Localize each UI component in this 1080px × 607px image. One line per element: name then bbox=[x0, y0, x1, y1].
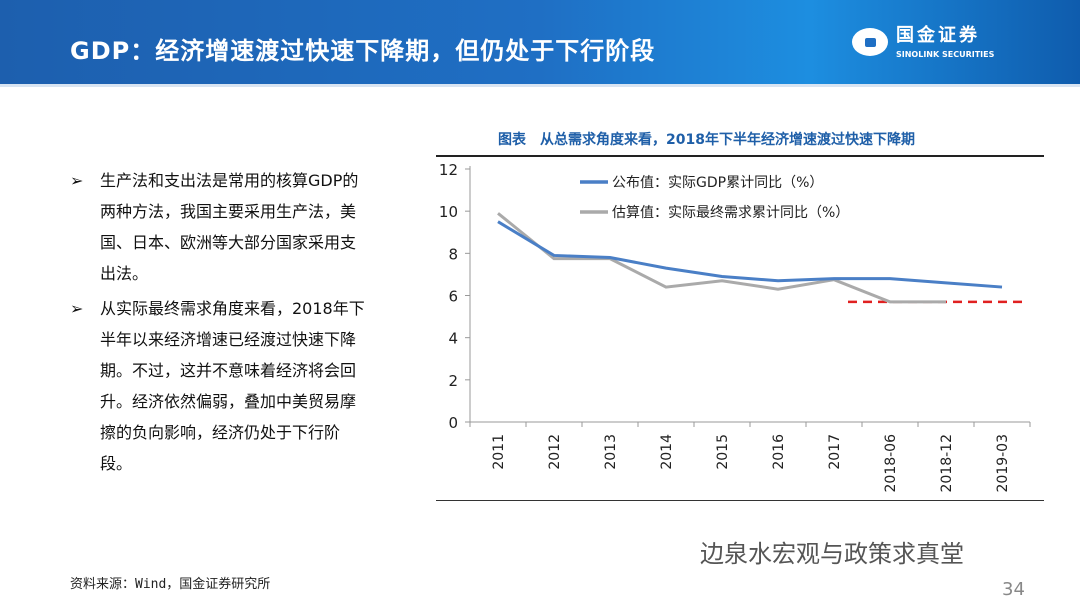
bullet-item: ➢ 生产法和支出法是常用的核算GDP的两种方法，我国主要采用生产法，美国、日本、欧… bbox=[70, 165, 370, 289]
y-tick-label: 10 bbox=[439, 203, 458, 221]
bullet-list: ➢ 生产法和支出法是常用的核算GDP的两种方法，我国主要采用生产法，美国、日本、欧… bbox=[70, 165, 370, 483]
x-tick-label: 2018-06 bbox=[883, 434, 899, 493]
bullet-item: ➢ 从实际最终需求角度来看，2018年下半年以来经济增速已经渡过快速下降期。不过，… bbox=[70, 293, 370, 479]
series-line-0 bbox=[497, 220, 1003, 289]
x-tick-label: 2011 bbox=[491, 434, 507, 470]
chart-top-rule bbox=[436, 155, 1044, 157]
legend-label: 估算值：实际最终需求累计同比（%） bbox=[612, 205, 849, 221]
chart-title: 图表 从总需求角度来看，2018年下半年经济增速渡过快速下降期 bbox=[498, 132, 915, 148]
bullet-text: 生产法和支出法是常用的核算GDP的两种方法，我国主要采用生产法，美国、日本、欧洲… bbox=[100, 171, 359, 283]
x-tick-label: 2012 bbox=[547, 434, 563, 470]
x-tick-label: 2018-12 bbox=[939, 434, 955, 493]
y-tick-label: 4 bbox=[448, 330, 458, 348]
legend-label: 公布值：实际GDP累计同比（%） bbox=[612, 175, 823, 191]
y-tick-label: 2 bbox=[448, 372, 458, 390]
x-tick-label: 2016 bbox=[771, 434, 787, 470]
logo-icon bbox=[852, 28, 888, 56]
series-line-1 bbox=[497, 212, 946, 304]
y-tick-label: 6 bbox=[448, 288, 458, 306]
header-divider bbox=[0, 84, 1080, 87]
y-tick-label: 12 bbox=[439, 161, 458, 179]
x-tick-label: 2013 bbox=[603, 434, 619, 470]
watermark: 边泉水宏观与政策求真堂 bbox=[700, 540, 964, 568]
arrow-bullet-icon: ➢ bbox=[70, 171, 84, 190]
header-bar bbox=[0, 0, 1080, 84]
y-tick-label: 0 bbox=[448, 414, 458, 432]
x-tick-label: 2015 bbox=[715, 434, 731, 470]
logo-en: SINOLINK SECURITIES bbox=[896, 50, 995, 59]
x-tick-label: 2014 bbox=[659, 434, 675, 470]
chart-bottom-rule bbox=[436, 500, 1044, 501]
logo-cn: 国金证券 bbox=[896, 25, 980, 46]
page-number: 34 bbox=[1002, 579, 1025, 600]
page-title: GDP：经济增速渡过快速下降期，但仍处于下行阶段 bbox=[70, 37, 656, 65]
y-tick-label: 8 bbox=[448, 245, 458, 263]
x-tick-label: 2019-03 bbox=[995, 434, 1011, 493]
arrow-bullet-icon: ➢ bbox=[70, 299, 84, 318]
source-note: 资料来源：Wind，国金证券研究所 bbox=[70, 577, 271, 592]
x-tick-label: 2017 bbox=[827, 434, 843, 470]
bullet-text: 从实际最终需求角度来看，2018年下半年以来经济增速已经渡过快速下降期。不过，这… bbox=[100, 299, 365, 473]
